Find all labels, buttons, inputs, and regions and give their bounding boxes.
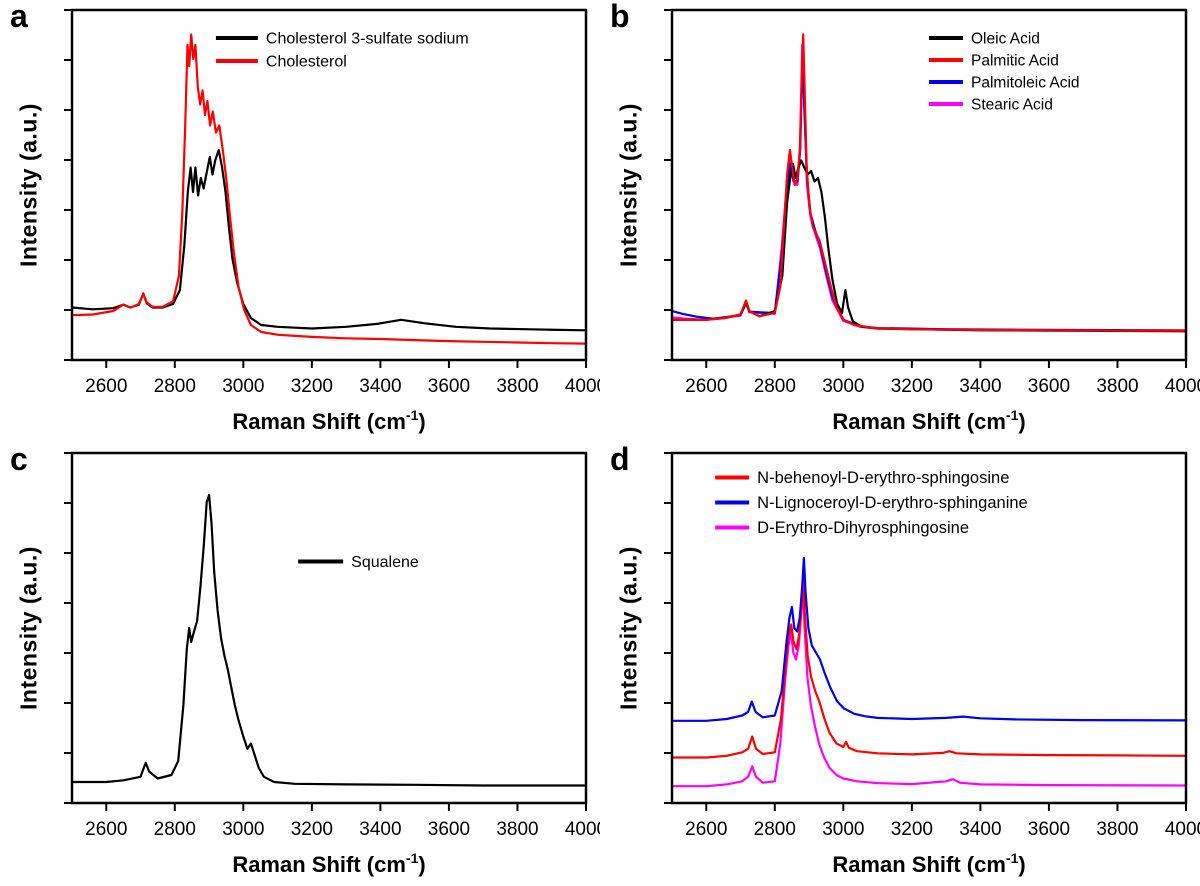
panel-b-x-axis-label: Raman Shift (cm-1) (832, 407, 1025, 434)
x-tick-label: 3200 (291, 819, 333, 840)
spectrum-curve-palmitoleic-acid (670, 50, 1188, 332)
legend-label-1: Oleic Acid (971, 31, 1040, 48)
legend-label-2: Palmitic Acid (971, 53, 1059, 70)
x-tick-label: 3400 (959, 819, 1001, 840)
x-tick-label: 3600 (1028, 376, 1070, 397)
x-tick-label: 3200 (891, 376, 933, 397)
panel-a-letter: a (10, 0, 28, 34)
panel-d-plot: Raman Shift (cm-1) 2600 2800 3000 3200 3400 3… (664, 451, 1200, 877)
legend-label-3: Palmitoleic Acid (971, 75, 1080, 92)
x-tick-label: 3200 (891, 819, 933, 840)
spectrum-curve-n-behenoyl-d-erythro-sphingosine (670, 577, 1188, 759)
x-tick-label: 3800 (496, 819, 538, 840)
legend-label-1: N-behenoyl-D-erythro-sphingosine (757, 469, 1009, 487)
x-tick-label: 2800 (154, 376, 196, 397)
panel-b-plot: Raman Shift (cm-1) 2600 2800 3000 3200 3400 3… (664, 8, 1200, 434)
x-label-close: ) (418, 852, 425, 877)
legend-label-1: Squalene (351, 554, 419, 571)
x-tick-label: 3800 (1096, 376, 1138, 397)
x-label-text: Raman Shift (cm (832, 852, 1006, 877)
panel-c-plot: Raman Shift (cm-1) 2600 2800 3000 3200 3400 3… (64, 451, 600, 877)
x-label-text: Raman Shift (cm (232, 409, 406, 434)
x-label-text: Raman Shift (cm (232, 852, 406, 877)
x-tick-label: 3400 (359, 376, 401, 397)
x-tick-label: 3600 (428, 819, 470, 840)
panel-c: c Intensity (a.u.) Raman Shift (cm-1) 26… (0, 441, 600, 886)
x-tick-label: 4000 (565, 376, 600, 397)
x-tick-label: 3000 (222, 819, 264, 840)
x-tick-label: 3000 (822, 819, 864, 840)
x-tick-label: 3600 (1028, 819, 1070, 840)
panel-a-x-axis-label: Raman Shift (cm-1) (232, 407, 425, 434)
x-tick-label: 3400 (359, 819, 401, 840)
x-label-close: ) (1018, 409, 1025, 434)
panel-c-x-axis-label: Raman Shift (cm-1) (232, 850, 425, 877)
x-tick-label: 3200 (291, 376, 333, 397)
spectrum-curve-squalene (70, 493, 588, 787)
plot-frame (70, 8, 588, 362)
x-tick-label: 3400 (959, 376, 1001, 397)
spectrum-curve-cholesterol (70, 33, 588, 345)
x-tick-label: 3800 (1096, 819, 1138, 840)
spectrum-curve-oleic-acid (670, 159, 1188, 333)
legend-label-1: Cholesterol 3-sulfate sodium (266, 31, 469, 48)
x-label-superscript: -1 (406, 850, 419, 866)
x-tick-label: 4000 (1165, 819, 1200, 840)
x-label-superscript: -1 (406, 407, 419, 423)
x-tick-label: 4000 (1165, 376, 1200, 397)
panel-c-letter: c (10, 441, 28, 477)
legend-label-3: D-Erythro-Dihyrosphingosine (757, 519, 969, 537)
panel-d-x-axis-label: Raman Shift (cm-1) (832, 850, 1025, 877)
x-label-superscript: -1 (1006, 407, 1019, 423)
panel-b-letter: b (610, 0, 630, 34)
x-tick-label: 4000 (565, 819, 600, 840)
x-label-text: Raman Shift (cm (832, 409, 1006, 434)
spectrum-curve-n-lignoceroyl-d-erythro-sphinganine (670, 556, 1188, 722)
x-tick-label: 3000 (222, 376, 264, 397)
x-tick-label: 3600 (428, 376, 470, 397)
legend-label-2: Cholesterol (266, 54, 347, 71)
legend-label-2: N-Lignoceroyl-D-erythro-sphinganine (757, 494, 1028, 512)
spectrum-curve-stearic-acid (670, 43, 1188, 332)
spectrum-curve-palmitic-acid (670, 33, 1188, 332)
panel-d: d Intensity (a.u.) Raman Shift (cm-1) 26… (600, 441, 1200, 886)
panel-a-plot: Raman Shift (cm-1) 2600 2800 3000 3200 3400 3… (64, 8, 600, 434)
plot-frame (70, 451, 588, 805)
x-tick-label: 3000 (822, 376, 864, 397)
x-tick-label: 2800 (754, 376, 796, 397)
x-tick-label: 2600 (685, 819, 727, 840)
x-tick-label: 3800 (496, 376, 538, 397)
x-label-close: ) (418, 409, 425, 434)
x-tick-label: 2600 (85, 376, 127, 397)
x-label-close: ) (1018, 852, 1025, 877)
x-tick-label: 2600 (85, 819, 127, 840)
x-label-superscript: -1 (1006, 850, 1019, 866)
panel-a: a Intensity (a.u.) Raman Shift (cm-1) 26… (0, 0, 600, 443)
x-tick-label: 2800 (154, 819, 196, 840)
x-tick-label: 2600 (685, 376, 727, 397)
plot-frame (670, 451, 1188, 805)
panel-d-letter: d (610, 441, 630, 477)
plot-frame (670, 8, 1188, 362)
panel-b: b Intensity (a.u.) Raman Shift (cm-1) 26… (600, 0, 1200, 443)
legend-label-4: Stearic Acid (971, 97, 1053, 114)
x-tick-label: 2800 (754, 819, 796, 840)
